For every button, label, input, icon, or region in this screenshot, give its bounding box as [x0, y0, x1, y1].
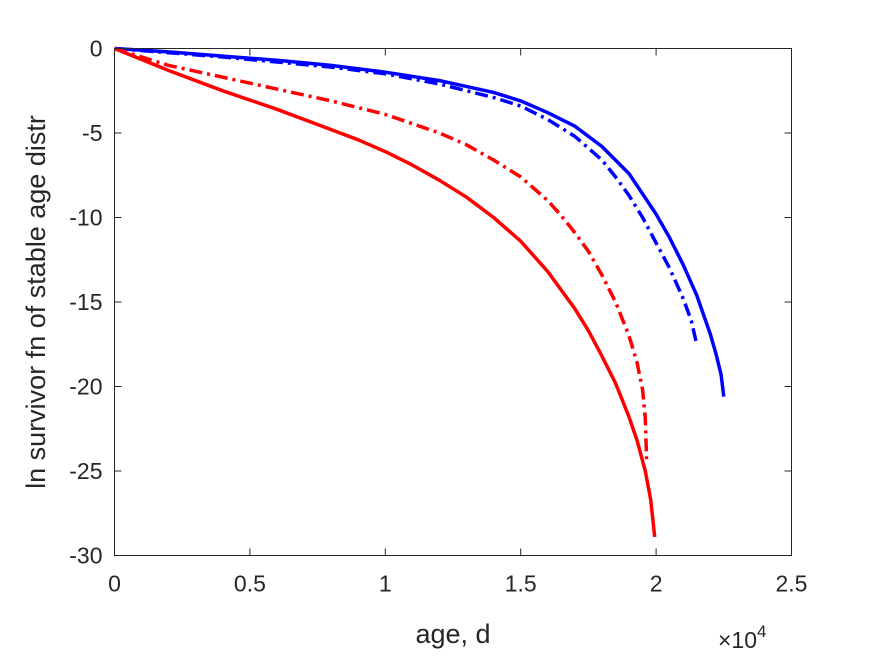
series-line-1 — [114, 46, 699, 345]
y-tick-label: -10 — [69, 205, 102, 231]
x-tick-label: 2 — [650, 571, 663, 597]
x-axis-exponent: ×104 — [718, 622, 766, 653]
y-tick-label: -5 — [82, 120, 102, 146]
series-line-0 — [114, 46, 726, 397]
y-tick-label: -20 — [69, 374, 102, 400]
x-axis-label: age, d — [415, 619, 490, 649]
x-tick-label: 0 — [108, 571, 121, 597]
x-tick-label: 1 — [379, 571, 392, 597]
x-axis-exponent-power: 4 — [757, 622, 766, 641]
plot-series — [113, 46, 726, 538]
x-tick-labels: 0 0.5 1 1.5 2 2.5 — [108, 571, 807, 597]
x-tick-label: 0.5 — [234, 571, 266, 597]
y-tick-label: -25 — [69, 458, 102, 484]
y-tick-labels: 0 -5 -10 -15 -20 -25 -30 — [69, 36, 102, 569]
axes-box — [114, 48, 792, 556]
series-line-2 — [113, 46, 649, 460]
y-tick-label: -15 — [69, 289, 102, 315]
y-tick-label: 0 — [90, 36, 103, 62]
y-axis-label: ln survivor fn of stable age distr — [21, 115, 51, 489]
series-line-3 — [113, 46, 657, 538]
x-axis-exponent-base: ×10 — [718, 627, 757, 653]
x-tick-label: 2.5 — [776, 571, 808, 597]
y-tick-label: -30 — [69, 543, 102, 569]
x-tick-label: 1.5 — [505, 571, 537, 597]
axis-ticks — [114, 48, 792, 556]
